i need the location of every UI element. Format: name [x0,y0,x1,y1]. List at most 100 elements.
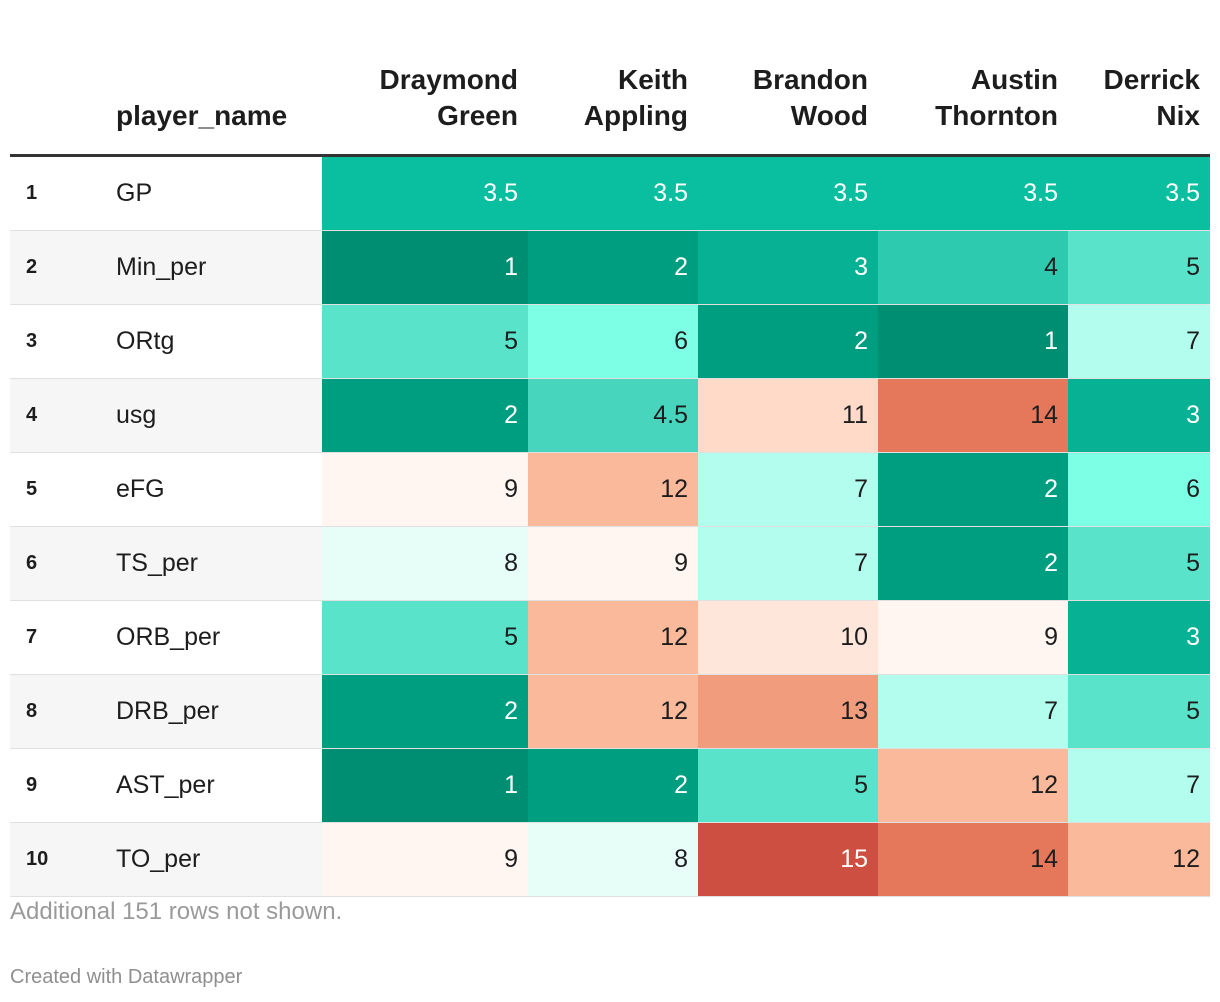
column-header-player[interactable]: Derrick Nix [1068,0,1210,157]
value-cell: 12 [1068,822,1210,897]
value-cell: 3.5 [878,155,1068,231]
row-stat-name: eFG [116,452,322,527]
value-cell: 2 [322,378,528,453]
row-stat-name: ORtg [116,304,322,379]
value-cell: 9 [322,822,528,897]
value-cell: 2 [322,674,528,749]
header-line: Thornton [935,100,1058,131]
row-rank: 3 [10,304,116,379]
header-line: Wood [790,100,868,131]
table-row: 6 TS_per 8 9 7 2 5 [10,526,1210,601]
header-row: player_name Draymond Green Keith Appling B… [10,0,1210,157]
header-line: Brandon [752,64,868,95]
row-stat-name: ORB_per [116,600,322,675]
row-rank: 2 [10,230,116,305]
value-cell: 2 [528,748,698,823]
value-cell: 9 [878,600,1068,675]
column-header-player[interactable]: Keith Appling [528,0,698,157]
header-line: Derrick [1103,64,1200,95]
value-cell: 5 [322,304,528,379]
value-cell: 3.5 [1068,155,1210,231]
value-cell: 9 [528,526,698,601]
value-cell: 3 [1068,378,1210,453]
value-cell: 14 [878,822,1068,897]
value-cell: 7 [698,526,878,601]
row-rank: 1 [10,155,116,231]
value-cell: 6 [528,304,698,379]
value-cell: 10 [698,600,878,675]
value-cell: 11 [698,378,878,453]
value-cell: 3 [1068,600,1210,675]
header-line: Austin [970,64,1058,95]
row-stat-name: Min_per [116,230,322,305]
value-cell: 2 [698,304,878,379]
header-line: Green [437,100,518,131]
table-row: 2 Min_per 1 2 3 4 5 [10,230,1210,305]
value-cell: 4 [878,230,1068,305]
column-header-player-name[interactable]: player_name [116,0,322,157]
value-cell: 12 [528,452,698,527]
row-rank: 6 [10,526,116,601]
value-cell: 15 [698,822,878,897]
column-header-player[interactable]: Brandon Wood [698,0,878,157]
value-cell: 3 [698,230,878,305]
value-cell: 2 [878,526,1068,601]
header-line: Draymond [379,64,518,95]
value-cell: 7 [698,452,878,527]
value-cell: 12 [528,600,698,675]
value-cell: 9 [322,452,528,527]
table-row: 9 AST_per 1 2 5 12 7 [10,748,1210,823]
column-header-player[interactable]: Austin Thornton [878,0,1068,157]
value-cell: 5 [322,600,528,675]
value-cell: 1 [322,748,528,823]
row-rank: 7 [10,600,116,675]
value-cell: 5 [698,748,878,823]
row-stat-name: DRB_per [116,674,322,749]
value-cell: 13 [698,674,878,749]
value-cell: 4.5 [528,378,698,453]
table-row: 8 DRB_per 2 12 13 7 5 [10,674,1210,749]
header-line: Appling [583,100,688,131]
value-cell: 1 [878,304,1068,379]
value-cell: 5 [1068,526,1210,601]
row-stat-name: usg [116,378,322,453]
value-cell: 7 [1068,748,1210,823]
value-cell: 6 [1068,452,1210,527]
value-cell: 8 [322,526,528,601]
datawrapper-credit: Created with Datawrapper [10,966,243,988]
table-row: 5 eFG 9 12 7 2 6 [10,452,1210,527]
row-stat-name: TS_per [116,526,322,601]
row-stat-name: TO_per [116,822,322,897]
row-rank: 10 [10,822,116,897]
value-cell: 3.5 [528,155,698,231]
column-header-player[interactable]: Draymond Green [322,0,528,157]
table-row: 3 ORtg 5 6 2 1 7 [10,304,1210,379]
row-rank: 5 [10,452,116,527]
value-cell: 14 [878,378,1068,453]
header-line: Nix [1156,100,1200,131]
row-stat-name: AST_per [116,748,322,823]
table-row: 7 ORB_per 5 12 10 9 3 [10,600,1210,675]
value-cell: 2 [528,230,698,305]
table-row: 1 GP 3.5 3.5 3.5 3.5 3.5 [10,155,1210,231]
table-row: 4 usg 2 4.5 11 14 3 [10,378,1210,453]
table-wrapper: player_name Draymond Green Keith Appling B… [10,0,1210,897]
value-cell: 8 [528,822,698,897]
row-stat-name: GP [116,155,322,231]
value-cell: 5 [1068,230,1210,305]
data-table: player_name Draymond Green Keith Appling B… [10,0,1210,897]
row-rank: 8 [10,674,116,749]
table-body: 1 GP 3.5 3.5 3.5 3.5 3.5 2 Min_per 1 2 3 4 5 3 ORtg 5 6 2 1… [10,155,1210,897]
rows-not-shown-note: Additional 151 rows not shown. [10,898,343,925]
value-cell: 5 [1068,674,1210,749]
rank-header [10,0,116,157]
value-cell: 3.5 [698,155,878,231]
value-cell: 12 [878,748,1068,823]
header-line: Keith [618,64,688,95]
value-cell: 7 [1068,304,1210,379]
value-cell: 7 [878,674,1068,749]
value-cell: 2 [878,452,1068,527]
row-rank: 4 [10,378,116,453]
table-row: 10 TO_per 9 8 15 14 12 [10,822,1210,897]
value-cell: 12 [528,674,698,749]
